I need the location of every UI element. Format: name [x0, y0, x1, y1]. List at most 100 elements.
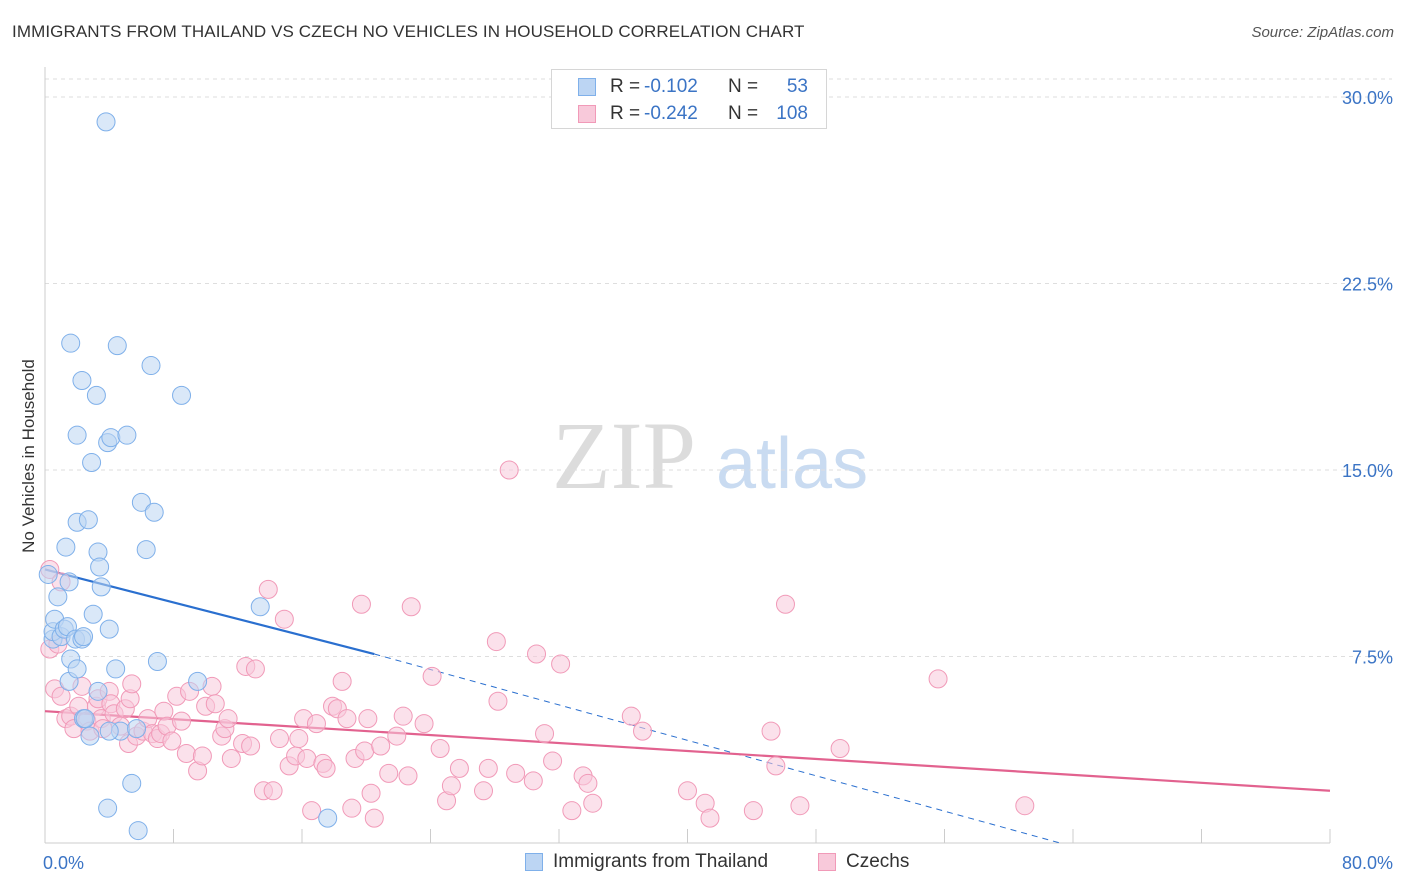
- czechs-point: [766, 756, 786, 776]
- czechs-point: [486, 632, 506, 652]
- czechs-point: [379, 763, 399, 783]
- legend-n-label: N =: [728, 76, 759, 97]
- thailand-point: [147, 651, 167, 671]
- thailand-point: [56, 537, 76, 557]
- czechs-point: [523, 771, 543, 791]
- czechs-point: [761, 721, 781, 741]
- czechs-point: [535, 724, 555, 744]
- thailand-point: [318, 808, 338, 828]
- watermark-zip: ZIP: [552, 402, 696, 509]
- czechs-point: [398, 766, 418, 786]
- czechs-point: [218, 709, 238, 729]
- legend-swatch-blue: [525, 853, 543, 871]
- thailand-point: [74, 627, 94, 647]
- thailand-point: [90, 557, 110, 577]
- thailand-point: [172, 385, 192, 405]
- y-tick-label: 22.5%: [1342, 275, 1393, 295]
- czechs-point: [289, 729, 309, 749]
- thailand-trend-extension: [374, 653, 1061, 844]
- correlation-legend: R = -0.102 N = 53 R = -0.242 N = 108: [551, 69, 827, 129]
- czechs-point: [928, 669, 948, 689]
- legend-item-thailand: Immigrants from Thailand: [525, 851, 768, 873]
- czechs-point: [302, 801, 322, 821]
- watermark-atlas: atlas: [716, 424, 868, 504]
- czechs-point: [678, 781, 697, 801]
- czechs-point: [414, 714, 434, 734]
- czechs-point: [192, 746, 212, 766]
- series-legend: Immigrants from Thailand Czechs: [0, 851, 1406, 877]
- czechs-point: [743, 801, 763, 821]
- czechs-point: [316, 758, 336, 778]
- czechs-point: [430, 739, 450, 759]
- legend-n-value: 53: [786, 76, 808, 97]
- thailand-point: [250, 597, 270, 617]
- czechs-point: [306, 714, 326, 734]
- czechs-point: [364, 808, 384, 828]
- legend-label-czechs: Czechs: [846, 851, 910, 872]
- y-tick-label: 30.0%: [1342, 88, 1393, 108]
- czechs-point: [474, 781, 494, 801]
- czechs-point: [543, 751, 563, 771]
- czechs-point: [361, 783, 381, 803]
- y-tick-label: 15.0%: [1342, 461, 1393, 481]
- thailand-point: [98, 798, 118, 818]
- legend-r-value: -0.102: [644, 76, 698, 97]
- czechs-point: [258, 579, 278, 599]
- thailand-point: [72, 370, 92, 390]
- thailand-point: [127, 719, 147, 739]
- czechs-point: [830, 739, 850, 759]
- legend-item-czechs: Czechs: [818, 851, 909, 873]
- czechs-point: [51, 686, 71, 706]
- czechs-point: [488, 691, 508, 711]
- czechs-point: [583, 793, 603, 813]
- czechs-point: [506, 763, 526, 783]
- axes: [44, 67, 1331, 844]
- thailand-point: [78, 510, 98, 530]
- thailand-point: [99, 721, 119, 741]
- thailand-point: [122, 773, 142, 793]
- czechs-point: [122, 674, 142, 694]
- czechs-points: [40, 460, 1035, 828]
- czechs-trend-line: [44, 710, 1331, 792]
- czechs-point: [355, 741, 375, 761]
- thailand-point: [106, 659, 126, 679]
- legend-n-label: N =: [728, 103, 759, 124]
- czechs-point: [499, 460, 519, 480]
- thailand-point: [117, 425, 137, 445]
- thailand-point: [67, 659, 87, 679]
- czechs-point: [1015, 796, 1035, 816]
- legend-row-czechs: R = -0.242 N = 108: [552, 101, 808, 127]
- thailand-point: [59, 572, 79, 592]
- thailand-point: [144, 502, 164, 522]
- czechs-point: [274, 609, 294, 629]
- czechs-point: [449, 758, 469, 778]
- tick-labels: 7.5% 15.0% 22.5% 30.0% 0.0% 80.0%: [43, 88, 1393, 873]
- legend-swatch-pink: [578, 105, 596, 123]
- thailand-points: [38, 112, 338, 841]
- source-credit: Source: ZipAtlas.com: [1251, 24, 1394, 41]
- czechs-point: [176, 743, 196, 763]
- thailand-point: [88, 681, 108, 701]
- thailand-point: [131, 492, 151, 512]
- thailand-point: [136, 540, 156, 560]
- czechs-point: [527, 644, 547, 664]
- thailand-point: [91, 577, 111, 597]
- thailand-point: [61, 333, 81, 353]
- zipatlas-watermark: ZIP atlas: [552, 402, 868, 509]
- czechs-point: [387, 726, 407, 746]
- legend-r-label: R =: [610, 103, 641, 124]
- czechs-point: [351, 594, 371, 614]
- legend-n-value: 108: [776, 103, 808, 124]
- czechs-point: [172, 711, 192, 731]
- x-tick-label-max: 80.0%: [1342, 853, 1393, 873]
- thailand-point: [101, 428, 121, 448]
- czechs-point: [401, 597, 421, 617]
- czechs-point: [700, 808, 720, 828]
- czechs-point: [578, 773, 598, 793]
- trend-lines: [44, 568, 1331, 844]
- thailand-point: [80, 726, 100, 746]
- thailand-point: [128, 821, 148, 841]
- czechs-point: [270, 729, 290, 749]
- thailand-point: [86, 385, 106, 405]
- legend-swatch-pink: [818, 853, 836, 871]
